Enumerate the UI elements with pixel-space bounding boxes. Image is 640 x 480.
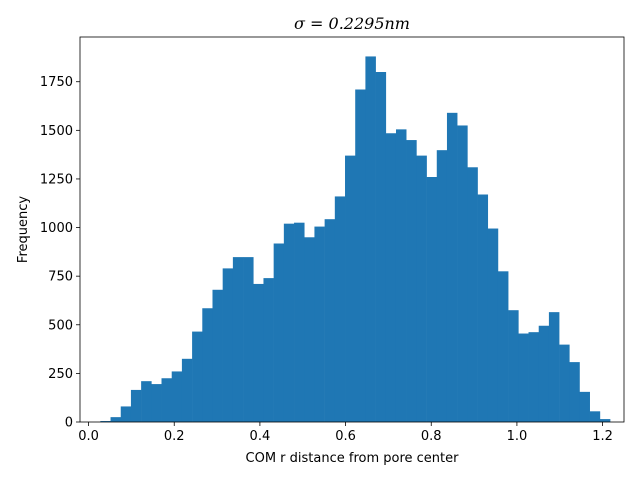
histogram-bar: [212, 289, 223, 422]
histogram-bar: [243, 257, 254, 422]
histogram-bar: [324, 219, 336, 422]
y-axis-ticks: 0 250 500 750 1000 1250 1500 1750: [40, 75, 80, 431]
histogram-bar: [385, 133, 397, 422]
x-tick-label: 0.2: [164, 429, 185, 444]
chart-title: σ = 0.2295nm: [294, 14, 410, 33]
y-tick-label: 1500: [40, 124, 73, 139]
histogram-bar: [395, 129, 407, 423]
histogram-bar: [232, 257, 244, 422]
histogram-bar: [161, 378, 172, 422]
histogram-bar: [426, 177, 438, 422]
y-tick-label: 1000: [40, 221, 73, 236]
histogram-bar: [559, 344, 570, 422]
histogram-bar: [253, 283, 264, 422]
histogram-bar: [579, 391, 590, 422]
histogram-bar: [528, 332, 540, 422]
y-tick-label: 500: [48, 318, 73, 333]
histogram-bar: [294, 222, 305, 422]
histogram-bar: [100, 421, 111, 422]
x-tick-label: 0.4: [250, 429, 271, 444]
histogram-bar: [141, 381, 152, 422]
y-axis-label: Frequency: [16, 196, 31, 263]
histogram-bar: [518, 333, 529, 422]
histogram-bar: [599, 419, 611, 422]
x-tick-label: 1.2: [592, 429, 613, 444]
histogram-bar: [446, 112, 458, 422]
histogram-bar: [120, 406, 132, 422]
x-axis-label: COM r distance from pore center: [246, 451, 460, 466]
histogram-bar: [314, 226, 325, 422]
histogram-bar: [334, 196, 346, 422]
histogram-bar: [406, 140, 417, 422]
histogram-bar: [538, 325, 550, 422]
histogram-bar: [222, 268, 234, 422]
histogram-bar: [283, 223, 295, 422]
histogram-bar: [130, 389, 142, 422]
y-tick-label: 0: [65, 416, 73, 431]
histogram-bar: [375, 72, 387, 422]
histogram-bar: [467, 167, 478, 422]
x-tick-label: 0.8: [421, 429, 442, 444]
histogram-bars: [100, 56, 611, 423]
x-tick-label: 0.6: [335, 429, 356, 444]
histogram-bar: [589, 411, 601, 422]
histogram-bar: [355, 89, 366, 422]
histogram-bar: [263, 278, 274, 422]
histogram-bar: [192, 331, 203, 422]
histogram-bar: [151, 384, 162, 422]
histogram-bar: [508, 310, 519, 422]
histogram-bar: [487, 228, 499, 422]
histogram-bar: [110, 417, 122, 422]
histogram-bar: [497, 271, 509, 422]
histogram-bar: [436, 150, 448, 423]
histogram-bar: [365, 56, 376, 422]
x-tick-label: 1.0: [507, 429, 528, 444]
plot-frame: [79, 36, 625, 423]
histogram-bar: [548, 312, 560, 422]
x-axis-ticks: 0.0 0.2 0.4 0.6 0.8 1.0 1.2: [78, 422, 613, 444]
histogram-bar: [181, 358, 193, 422]
histogram-bar: [477, 194, 489, 422]
y-tick-label: 750: [48, 270, 73, 285]
histogram-bar: [304, 237, 315, 422]
y-tick-label: 1250: [40, 172, 73, 187]
y-tick-label: 1750: [40, 75, 73, 90]
histogram-bar: [171, 371, 183, 422]
histogram-bar: [457, 125, 468, 422]
histogram-bar: [345, 155, 356, 423]
y-tick-label: 250: [48, 367, 73, 382]
histogram-bar: [569, 362, 580, 422]
histogram-bar: [202, 308, 213, 422]
x-tick-label: 0.0: [78, 429, 99, 444]
histogram-bar: [416, 155, 427, 423]
histogram-bar: [273, 243, 285, 422]
